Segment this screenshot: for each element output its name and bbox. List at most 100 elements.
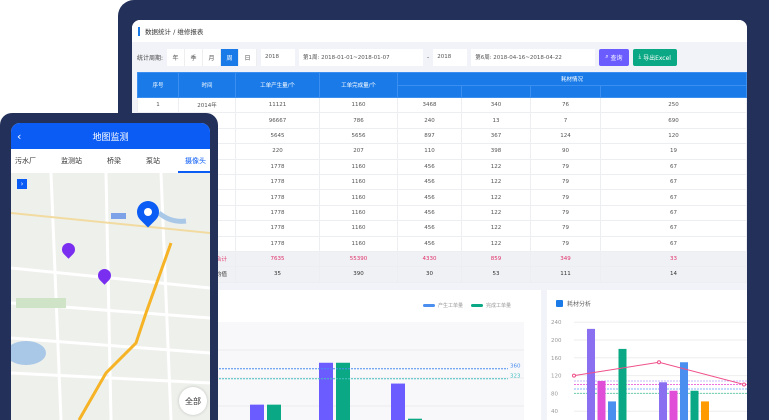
table-cell: 79 xyxy=(530,173,601,191)
table-cell: 30 xyxy=(397,266,462,283)
table-row[interactable]: 1778 1160 456 122 79 67 xyxy=(137,189,747,206)
table-row[interactable]: 1778 1160 456 122 79 67 xyxy=(137,220,747,237)
range-separator: - xyxy=(427,53,430,61)
tab-bridge[interactable]: 桥梁 xyxy=(107,157,121,165)
table-row[interactable]: 1 2014年 11121 1160 3468 340 76 250 xyxy=(137,96,747,114)
table-row[interactable]: 1778 1160 456 122 79 67 xyxy=(137,173,747,191)
period-label: 统计周期: xyxy=(137,54,164,62)
table-cell: 67 xyxy=(600,220,747,237)
table-cell: 1778 xyxy=(235,235,320,252)
filter-bar: 统计周期: 年 季 月 周 日 2018 第1周: 2018-01-01~201… xyxy=(132,46,747,68)
table-cell: 122 xyxy=(461,235,531,252)
table-cell: 67 xyxy=(600,204,747,222)
table-cell: 122 xyxy=(461,158,531,175)
export-label: 导出Excel xyxy=(643,54,671,62)
table-cell: 207 xyxy=(319,143,398,160)
legend-completed[interactable]: 完成工单量 xyxy=(470,302,511,309)
table-cell: 13 xyxy=(461,112,531,129)
week-select-1[interactable]: 第1周: 2018-01-01~2018-01-07 xyxy=(299,48,424,66)
period-month[interactable]: 月 xyxy=(203,48,222,66)
tab-monitor-station[interactable]: 监测站 xyxy=(61,157,82,165)
avg-row: 平均值 35 390 30 53 111 14 xyxy=(137,266,747,283)
consumables-chart-panel: 耗材分析 40 80 120 160 200 240 xyxy=(547,290,747,420)
table-cell: 1778 xyxy=(235,204,320,222)
table-cell: 122 xyxy=(461,204,531,222)
period-day[interactable]: 日 xyxy=(239,48,258,66)
table-row[interactable]: 220 207 110 398 90 19 xyxy=(137,143,747,160)
bar xyxy=(250,404,264,420)
table-cell: 390 xyxy=(319,266,398,283)
total-row: 合计 7635 55390 4330 859 349 33 xyxy=(137,250,747,268)
col-time: 时间 xyxy=(178,72,236,98)
table-cell: 11121 xyxy=(235,96,320,114)
report-screen: 数据统计 / 维修报表 统计周期: 年 季 月 周 日 2018 第1周: 20… xyxy=(132,20,747,420)
bar xyxy=(701,401,709,420)
legend-produced[interactable]: 产生工单量 xyxy=(422,302,463,309)
bar xyxy=(680,362,688,420)
bar xyxy=(608,401,616,420)
table-cell: 690 xyxy=(600,112,747,129)
reference-label: 360 xyxy=(510,364,521,370)
table-cell: 122 xyxy=(461,173,531,191)
period-quarter[interactable]: 季 xyxy=(185,48,204,66)
table-cell: 1160 xyxy=(319,235,398,252)
table-cell: 349 xyxy=(530,250,601,268)
phone-title: 地图监测 xyxy=(92,132,129,143)
y-tick-label: 240 xyxy=(551,320,562,326)
table-cell: 7635 xyxy=(235,250,320,268)
tab-sewage-plant[interactable]: 污水厂 xyxy=(15,157,36,165)
table-cell: 1160 xyxy=(319,96,398,114)
table-cell: 456 xyxy=(397,220,462,237)
table-row[interactable]: 5645 5656 897 367 124 120 xyxy=(137,127,747,145)
table-cell: 1160 xyxy=(319,189,398,206)
table-cell: 19 xyxy=(600,143,747,160)
bar xyxy=(587,328,595,420)
expand-icon[interactable]: › xyxy=(17,179,27,189)
table-cell: 1160 xyxy=(319,220,398,237)
week-select-2[interactable]: 第6周: 2018-04-16~2018-04-22 xyxy=(471,48,596,66)
table-cell: 79 xyxy=(530,189,601,206)
table-cell: 67 xyxy=(600,235,747,252)
period-year[interactable]: 年 xyxy=(167,48,186,66)
table-cell: 398 xyxy=(461,143,531,160)
table-row[interactable]: 96667 786 240 13 7 690 xyxy=(137,112,747,129)
map-view[interactable]: › 全部 xyxy=(11,172,210,420)
reference-label: 323 xyxy=(510,374,521,380)
show-all-button[interactable]: 全部 xyxy=(179,387,207,415)
tab-pump-station[interactable]: 泵站 xyxy=(146,157,160,165)
y-tick-label: 160 xyxy=(551,356,562,362)
table-cell: 220 xyxy=(235,143,320,160)
bar xyxy=(659,382,667,420)
y-tick-label: 80 xyxy=(551,391,558,397)
table-row[interactable]: 1778 1160 456 122 79 67 xyxy=(137,235,747,252)
col-index: 序号 xyxy=(137,72,179,98)
table-row[interactable]: 1778 1160 456 122 79 67 xyxy=(137,204,747,222)
table-cell: 120 xyxy=(600,127,747,145)
table-cell: 5656 xyxy=(319,127,398,145)
table-cell: 122 xyxy=(461,220,531,237)
table-cell: 367 xyxy=(461,127,531,145)
year-select-2[interactable]: 2018 xyxy=(433,48,468,66)
tab-camera[interactable]: 摄像头 xyxy=(185,157,206,165)
breadcrumb: 数据统计 / 维修报表 xyxy=(132,20,747,42)
table-row[interactable]: 1778 1160 456 122 79 67 xyxy=(137,158,747,175)
table-cell: 456 xyxy=(397,173,462,191)
bar xyxy=(336,362,350,420)
table-cell: 1 xyxy=(137,96,179,114)
table-cell: 250 xyxy=(600,96,747,114)
export-excel-button[interactable]: ⤓ 导出Excel xyxy=(632,48,677,66)
table-cell: 456 xyxy=(397,204,462,222)
line-point xyxy=(657,360,661,365)
col-completed: 工单完成量/个 xyxy=(319,72,398,98)
year-select-1[interactable]: 2018 xyxy=(261,48,296,66)
table-cell: 2014年 xyxy=(178,96,236,114)
back-icon[interactable]: ‹ xyxy=(17,129,22,143)
report-table: 序号 时间 工单产生量/个 工单完成量/个 耗材情况 1 2014年 11121 11… xyxy=(137,72,747,283)
period-week[interactable]: 周 xyxy=(221,48,240,66)
table-cell: 1160 xyxy=(319,173,398,191)
table-cell: 79 xyxy=(530,220,601,237)
query-button[interactable]: ⌕ 查询 xyxy=(599,48,629,66)
table-cell: 111 xyxy=(530,266,601,283)
table-cell: 4330 xyxy=(397,250,462,268)
bar xyxy=(408,418,422,420)
